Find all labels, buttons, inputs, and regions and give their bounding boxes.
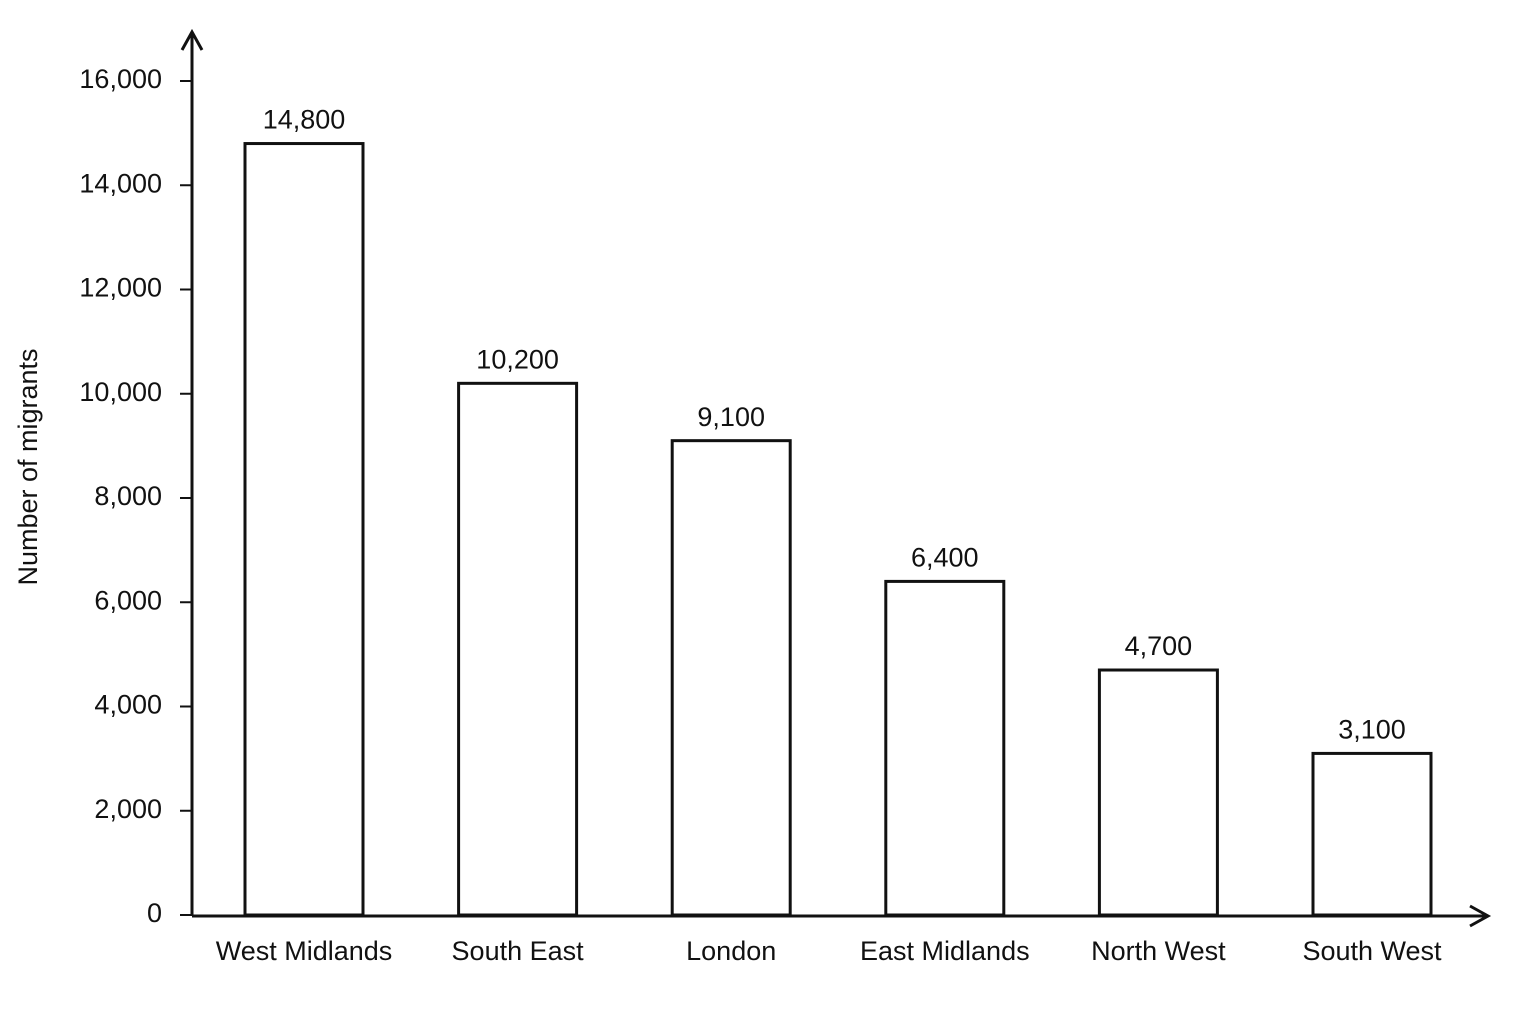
value-label: 10,200 — [476, 344, 559, 374]
value-label: 14,800 — [263, 105, 346, 135]
x-tick-label: South East — [452, 936, 585, 966]
y-tick-label: 10,000 — [79, 377, 162, 407]
y-tick-label: 6,000 — [94, 585, 162, 615]
x-tick-label: London — [686, 936, 776, 966]
bar — [1311, 751, 1433, 917]
bar — [243, 142, 365, 917]
y-tick-label: 4,000 — [94, 690, 162, 720]
y-tick-label: 16,000 — [79, 64, 162, 94]
bar — [457, 381, 579, 917]
bar — [884, 579, 1006, 917]
y-tick-label: 2,000 — [94, 794, 162, 824]
value-label: 6,400 — [911, 543, 979, 573]
y-axis-label: Number of migrants — [13, 348, 43, 585]
x-tick-label: East Midlands — [860, 936, 1030, 966]
y-tick-label: 14,000 — [79, 168, 162, 198]
value-label: 9,100 — [697, 402, 765, 432]
y-tick-label: 0 — [147, 898, 162, 928]
y-axis — [180, 28, 204, 916]
x-tick-label: North West — [1091, 936, 1226, 966]
x-axis — [192, 904, 1492, 928]
bar — [670, 439, 792, 917]
value-label: 3,100 — [1338, 715, 1406, 745]
value-label: 4,700 — [1125, 631, 1193, 661]
x-tick-label: West Midlands — [216, 936, 393, 966]
bar — [1097, 668, 1219, 917]
x-tick-label: South West — [1302, 936, 1442, 966]
y-tick-label: 12,000 — [79, 273, 162, 303]
y-tick-label: 8,000 — [94, 481, 162, 511]
